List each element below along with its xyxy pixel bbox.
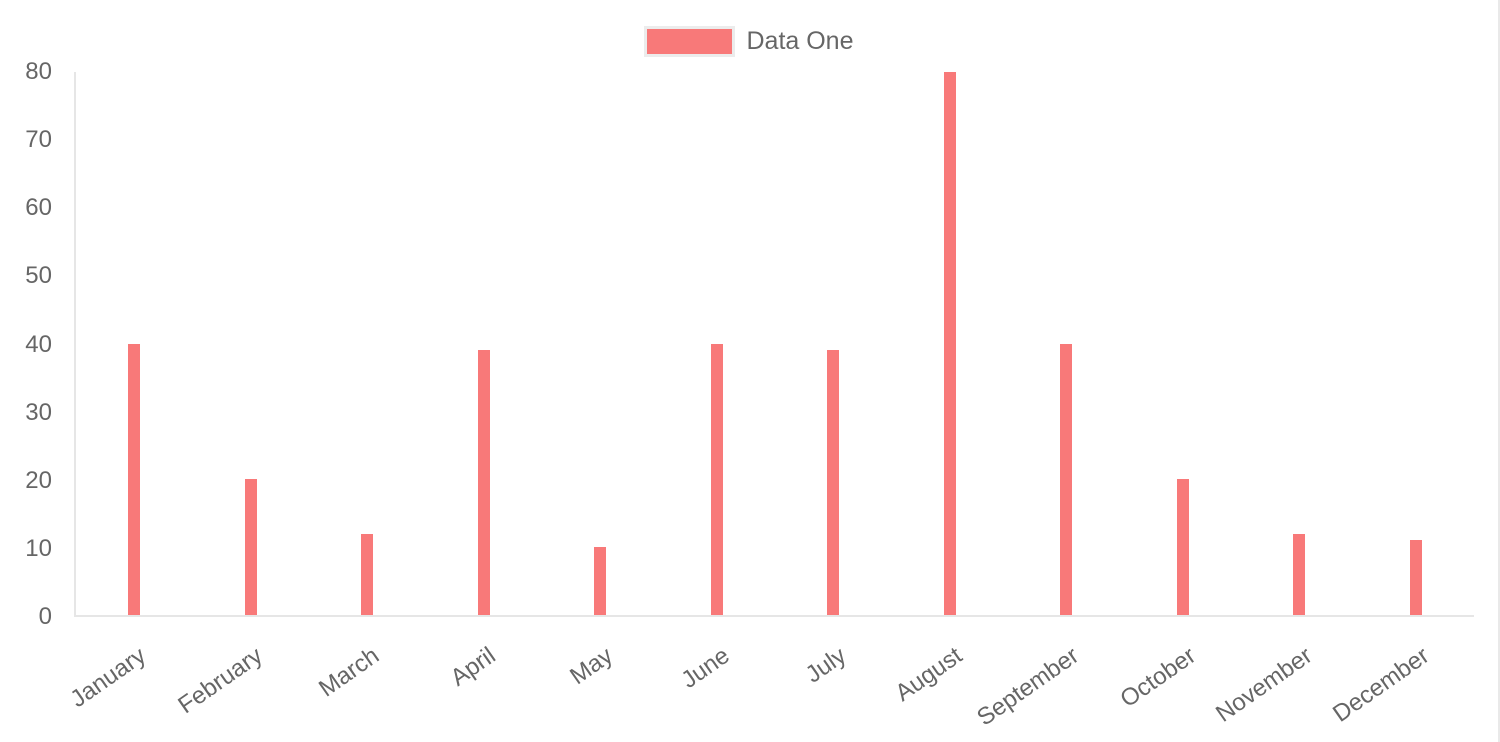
bar-cell	[1125, 72, 1242, 615]
x-tick-label-june: June	[676, 642, 735, 694]
bar-november[interactable]	[1293, 533, 1306, 615]
x-tick-label-january: January	[65, 642, 151, 714]
bar-cell	[1358, 72, 1475, 615]
bar-march[interactable]	[361, 533, 374, 615]
bar-cell	[542, 72, 659, 615]
y-tick-label: 30	[25, 398, 52, 426]
legend-swatch	[644, 26, 736, 57]
bar-january[interactable]	[128, 343, 141, 615]
x-tick-label-august: August	[890, 642, 968, 707]
x-tick-label-september: September	[972, 642, 1085, 732]
bar-september[interactable]	[1060, 343, 1073, 615]
y-tick-label: 10	[25, 534, 52, 562]
legend: Data One	[0, 26, 1498, 57]
legend-item-data-one[interactable]: Data One	[644, 26, 854, 57]
legend-label: Data One	[746, 27, 854, 55]
bar-august[interactable]	[943, 72, 956, 615]
bar-cell	[1241, 72, 1358, 615]
x-tick-label-february: February	[173, 642, 268, 720]
y-tick-label: 0	[38, 603, 52, 630]
bar-february[interactable]	[244, 479, 257, 615]
x-tick-label-october: October	[1115, 642, 1201, 714]
bar-cell	[1008, 72, 1125, 615]
bar-cell	[309, 72, 426, 615]
y-tick-label: 50	[25, 262, 52, 290]
x-tick-label-july: July	[800, 642, 851, 689]
x-tick-label-may: May	[564, 642, 618, 691]
bar-june[interactable]	[710, 343, 723, 615]
bar-december[interactable]	[1409, 540, 1422, 615]
y-tick-label: 20	[25, 466, 52, 494]
bar-cell	[892, 72, 1009, 615]
plot-area	[74, 72, 1474, 617]
y-tick-label: 80	[25, 58, 52, 85]
bar-cell	[193, 72, 310, 615]
y-tick-label: 70	[25, 126, 52, 154]
y-tick-label: 40	[25, 330, 52, 358]
bar-july[interactable]	[827, 350, 840, 615]
x-tick-label-november: November	[1211, 642, 1318, 728]
bar-october[interactable]	[1176, 479, 1189, 615]
bar-cell	[426, 72, 543, 615]
x-tick-label-december: December	[1327, 642, 1435, 728]
bar-may[interactable]	[594, 547, 607, 615]
bar-april[interactable]	[477, 350, 490, 615]
x-tick-label-april: April	[446, 642, 501, 692]
bar-cell	[76, 72, 193, 615]
y-tick-label: 60	[25, 194, 52, 222]
x-tick-label-march: March	[314, 642, 385, 703]
bar-cell	[775, 72, 892, 615]
bar-cell	[659, 72, 776, 615]
